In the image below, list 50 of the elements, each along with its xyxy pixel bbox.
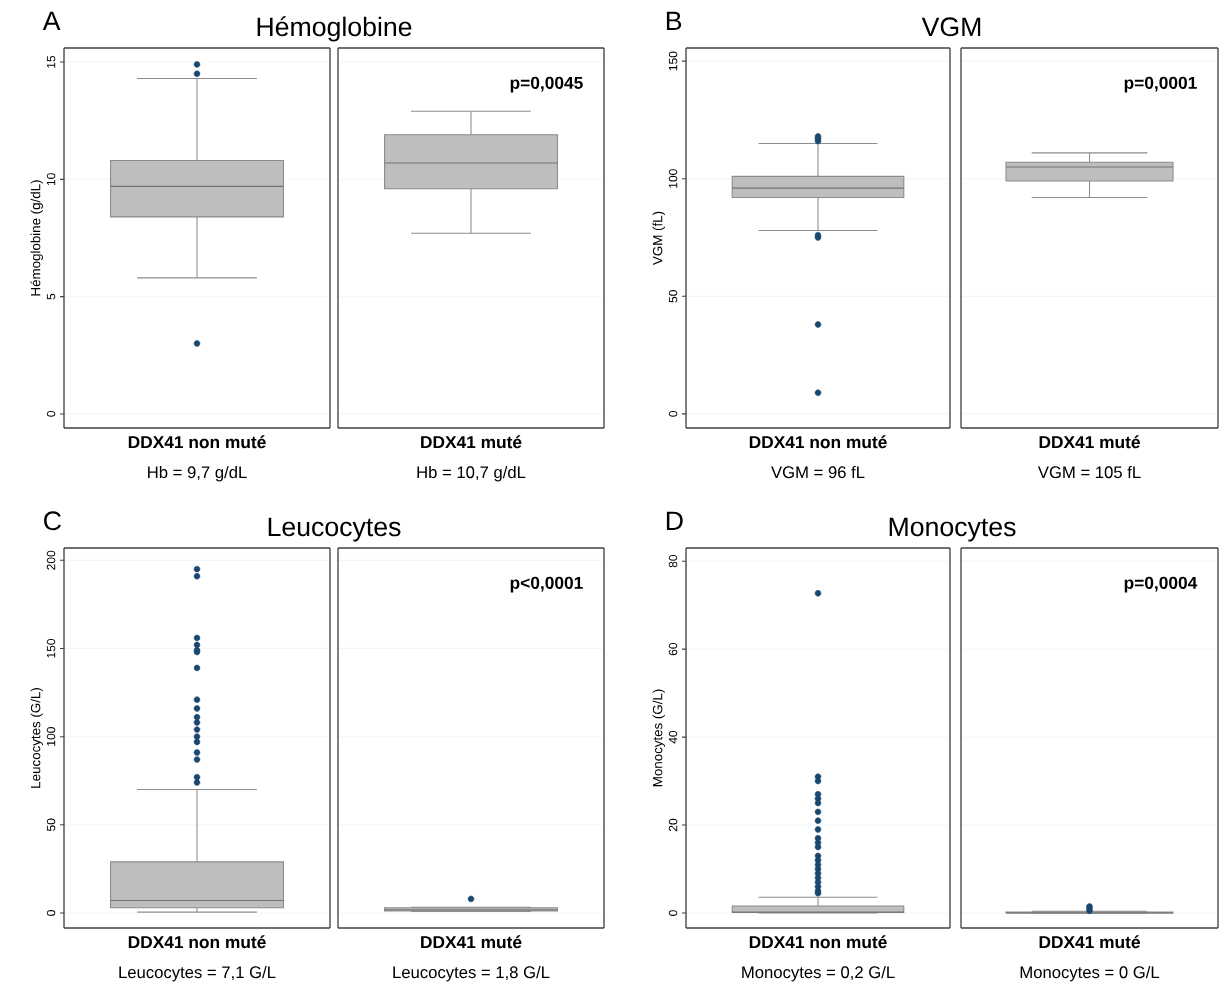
- x-tick-label: DDX41 muté: [1039, 935, 1140, 949]
- y-axis-title: Monocytes (G/L): [652, 689, 665, 787]
- text: D: [666, 511, 683, 530]
- y-tick-label: 50: [46, 818, 56, 832]
- x-tick-label: DDX41 non muté: [128, 935, 266, 949]
- x-tick-label: DDX41 non muté: [749, 435, 887, 449]
- text: VGM = 105 fL: [1037, 465, 1141, 479]
- y-tick-label: 15: [46, 55, 56, 68]
- chart-title: VGM: [921, 17, 981, 37]
- text: C: [44, 511, 61, 531]
- text: Monocytes = 0,2 G/L: [742, 965, 895, 982]
- x-tick-label: DDX41 non muté: [128, 435, 266, 449]
- annotation: p=0,0001: [1124, 76, 1197, 93]
- text: Monocytes = 0 G/L: [1020, 965, 1160, 982]
- annotation: p=0,0045: [510, 76, 583, 93]
- y-tick-label: 0: [46, 910, 56, 916]
- text: B: [666, 11, 682, 30]
- y-tick-label: 10: [46, 173, 56, 186]
- y-tick-label: 100: [668, 169, 678, 188]
- y-axis-title: VGM (fL): [652, 211, 665, 265]
- chart-title: Leucocytes: [268, 517, 401, 542]
- annotation: p<0,0001: [510, 576, 583, 593]
- y-tick-label: 60: [668, 642, 678, 656]
- y-tick-label: 50: [668, 290, 678, 303]
- y-tick-label: 150: [46, 638, 56, 658]
- y-tick-label: 40: [668, 730, 678, 744]
- y-tick-label: 20: [668, 818, 678, 832]
- chart-title: Hémoglobine: [257, 16, 412, 42]
- text: Leucocytes = 1,8 G/L: [393, 965, 550, 982]
- y-tick-label: 0: [668, 910, 678, 916]
- text: VGM = 96 fL: [771, 465, 865, 479]
- x-tick-label: DDX41 muté: [1039, 435, 1140, 449]
- y-tick-label: 0: [668, 411, 678, 417]
- y-tick-label: 0: [46, 411, 56, 417]
- y-tick-label: 200: [46, 550, 56, 570]
- text: Leucocytes = 7,1 G/L: [119, 965, 276, 982]
- text: Hb = 9,7 g/dL: [148, 465, 247, 482]
- y-tick-label: 150: [668, 51, 678, 71]
- annotation: p=0,0004: [1124, 576, 1198, 593]
- text: A: [42, 11, 61, 30]
- x-tick-label: DDX41 non muté: [749, 935, 887, 949]
- x-tick-label: DDX41 muté: [421, 935, 522, 949]
- y-axis-title: Leucocytes (G/L): [30, 688, 43, 788]
- x-tick-label: DDX41 muté: [421, 435, 522, 449]
- y-axis-title: Hémoglobine (g/dL): [30, 180, 43, 296]
- y-tick-label: 80: [668, 554, 678, 568]
- y-tick-label: 5: [46, 293, 56, 300]
- text: Hb = 10,7 g/dL: [417, 465, 526, 482]
- chart-title: Monocytes: [889, 517, 1016, 542]
- y-tick-label: 100: [46, 727, 56, 746]
